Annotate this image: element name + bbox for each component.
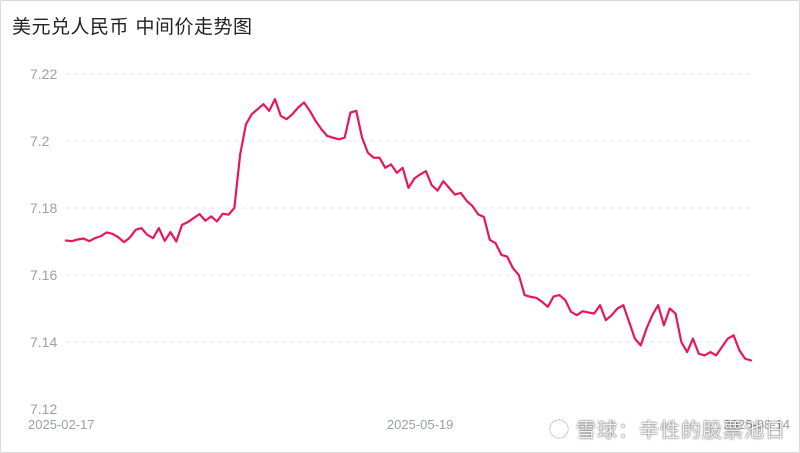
y-tick-label: 7.16 xyxy=(30,267,57,283)
y-tick-label: 7.2 xyxy=(30,133,50,149)
watermark-text: 雪球：辛性的股票池日 xyxy=(576,418,786,442)
y-tick-label: 7.22 xyxy=(30,66,57,82)
watermark: 雪球：辛性的股票池日 xyxy=(548,414,786,443)
x-axis-ticks: 2025-02-17 2025-05-19 2025-08-14 xyxy=(28,417,790,432)
x-tick-label: 2025-08-14 xyxy=(724,417,791,432)
gridlines xyxy=(66,73,752,343)
series-layer xyxy=(64,98,753,362)
y-axis-ticks: 7.22 7.2 7.18 7.16 7.14 7.12 xyxy=(30,66,57,417)
x-tick-label: 2025-02-17 xyxy=(28,417,95,432)
y-tick-label: 7.18 xyxy=(30,200,57,216)
series-line xyxy=(64,98,753,362)
y-tick-label: 7.12 xyxy=(30,401,57,417)
y-tick-label: 7.14 xyxy=(30,334,57,350)
x-tick-label: 2025-05-19 xyxy=(387,417,454,432)
snowball-logo-icon xyxy=(548,418,570,439)
chart-title: 美元兑人民币 中间价走势图 xyxy=(12,16,253,38)
